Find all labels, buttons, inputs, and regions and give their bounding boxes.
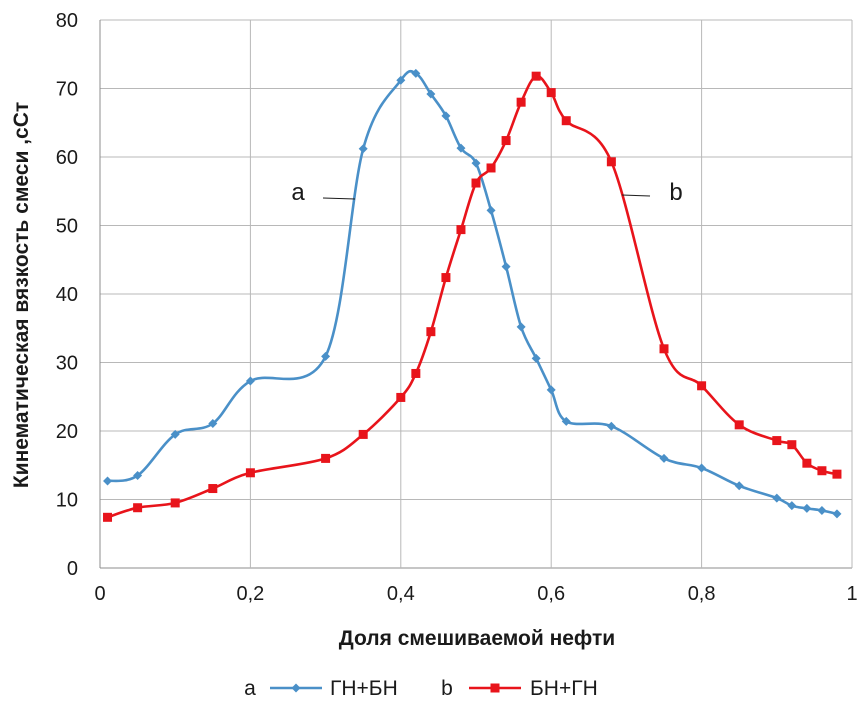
y-tick-label: 0 (67, 558, 78, 580)
legend-marker (291, 683, 301, 693)
data-point (133, 471, 143, 481)
data-point (170, 429, 180, 439)
legend-item-b: b БН+ГН (441, 677, 598, 700)
y-axis-title: Кинематическая вязкость смеси ,сСт (10, 102, 33, 488)
y-tick-label: 60 (56, 147, 78, 169)
data-point (546, 88, 556, 98)
legend-series-letter: a (244, 677, 256, 700)
series-annotation-label: b (669, 179, 682, 206)
legend-series-name: ГН+БН (330, 677, 398, 700)
x-axis-title: Доля смешиваемой нефти (339, 627, 615, 650)
series-annotation-label: a (291, 179, 305, 206)
y-tick-label: 30 (56, 353, 78, 375)
data-point (772, 493, 782, 503)
x-tick-label: 0 (94, 583, 105, 605)
series-line (107, 69, 838, 516)
data-point (486, 163, 496, 173)
x-tick-label: 0,2 (236, 583, 264, 605)
data-point (561, 416, 571, 426)
y-tick-label: 70 (56, 79, 78, 101)
data-point (697, 463, 707, 473)
data-point (802, 458, 812, 468)
data-point (426, 327, 436, 337)
x-tick-label: 0,6 (537, 583, 565, 605)
data-point (411, 68, 421, 78)
series-b (103, 71, 842, 522)
data-point (606, 421, 616, 431)
legend-marker (490, 683, 500, 693)
x-axis-ticks: 0 0,2 0,4 0,6 0,8 1 (94, 583, 857, 605)
data-point (471, 178, 481, 188)
y-tick-label: 40 (56, 284, 78, 306)
series-a (103, 68, 842, 519)
y-axis-ticks: 0 10 20 30 40 50 60 70 80 (56, 10, 78, 580)
data-point (561, 116, 571, 126)
data-point (396, 392, 406, 402)
data-point (411, 368, 421, 378)
plot-grid (99, 19, 853, 569)
data-point (486, 205, 496, 215)
data-point (501, 262, 511, 272)
data-point (516, 322, 526, 332)
data-point (245, 376, 255, 386)
data-point (396, 75, 406, 85)
series-layer (103, 68, 842, 522)
x-tick-label: 0,4 (387, 583, 415, 605)
x-tick-label: 0,8 (688, 583, 716, 605)
data-point (208, 484, 218, 494)
data-point (321, 453, 331, 463)
data-point (734, 481, 744, 491)
data-point (606, 157, 616, 167)
y-tick-label: 50 (56, 216, 78, 238)
data-point (471, 158, 481, 168)
legend-item-a: a ГН+БН (244, 677, 398, 700)
data-point (103, 512, 113, 522)
data-point (659, 453, 669, 463)
data-point (659, 344, 669, 354)
data-point (426, 89, 436, 99)
data-point (817, 466, 827, 476)
data-point (772, 436, 782, 446)
annotation-leader-line (322, 197, 356, 200)
data-point (531, 353, 541, 363)
legend-series-name: БН+ГН (530, 677, 598, 700)
data-point (321, 351, 331, 361)
data-point (358, 144, 368, 154)
chart-legend: a ГН+БН b БН+ГН (244, 677, 598, 700)
data-point (531, 71, 541, 81)
series-line (107, 74, 838, 519)
data-point (441, 273, 451, 283)
data-point (817, 505, 827, 515)
data-point (697, 381, 707, 391)
data-point (245, 468, 255, 478)
y-tick-label: 20 (56, 421, 78, 443)
annotation-leader-line (621, 194, 651, 197)
data-point (501, 136, 511, 146)
y-tick-label: 80 (56, 10, 78, 32)
legend-series-letter: b (441, 677, 453, 700)
data-point (787, 501, 797, 511)
data-point (358, 429, 368, 439)
data-point (456, 225, 466, 235)
data-point (832, 469, 842, 479)
data-point (734, 420, 744, 430)
data-point (832, 509, 842, 519)
data-point (103, 476, 113, 486)
data-point (170, 498, 180, 508)
data-point (441, 111, 451, 121)
data-point (787, 440, 797, 450)
data-point (802, 503, 812, 513)
y-tick-label: 10 (56, 490, 78, 512)
data-point (208, 418, 218, 428)
data-point (456, 143, 466, 153)
data-point (516, 97, 526, 107)
data-point (133, 503, 143, 513)
data-point (546, 385, 556, 395)
x-tick-label: 1 (846, 583, 857, 605)
